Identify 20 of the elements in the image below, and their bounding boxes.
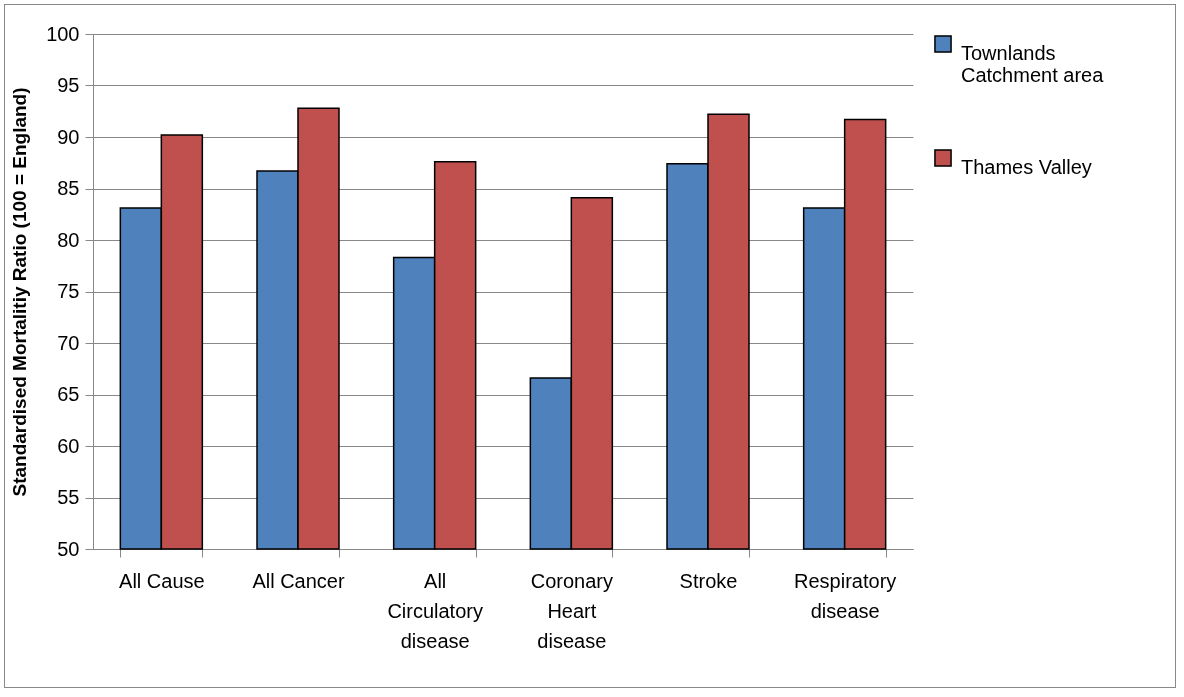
y-tick-label: 70 (57, 331, 80, 354)
y-tick-label: 95 (57, 74, 80, 96)
x-tick-label: All Cancer (252, 569, 345, 592)
y-tick-label: 50 (57, 537, 80, 560)
legend-label: Thames Valley (961, 156, 1092, 178)
y-tick-label: 80 (57, 228, 80, 251)
y-tick-label: 90 (57, 125, 80, 148)
y-tick-label: 55 (57, 486, 80, 508)
y-tick-label: 85 (57, 177, 80, 199)
y-tick-label: 75 (57, 280, 80, 302)
y-tick-label: 100 (46, 22, 80, 45)
x-tick-label: Coronary Heart disease (530, 569, 613, 652)
legend-label: Townlands Catchment area (961, 42, 1105, 86)
x-tick-label: Respiratory disease (794, 569, 897, 622)
x-tick-label: All Circulatory disease (387, 569, 483, 652)
y-tick-label: 65 (57, 383, 80, 405)
y-tick-label: 60 (57, 434, 80, 457)
y-axis-title: Standardised Mortalitiy Ratio (100 = England) (9, 87, 31, 497)
x-tick-label: Stroke (679, 569, 738, 592)
x-tick-label: All Cause (119, 569, 205, 592)
